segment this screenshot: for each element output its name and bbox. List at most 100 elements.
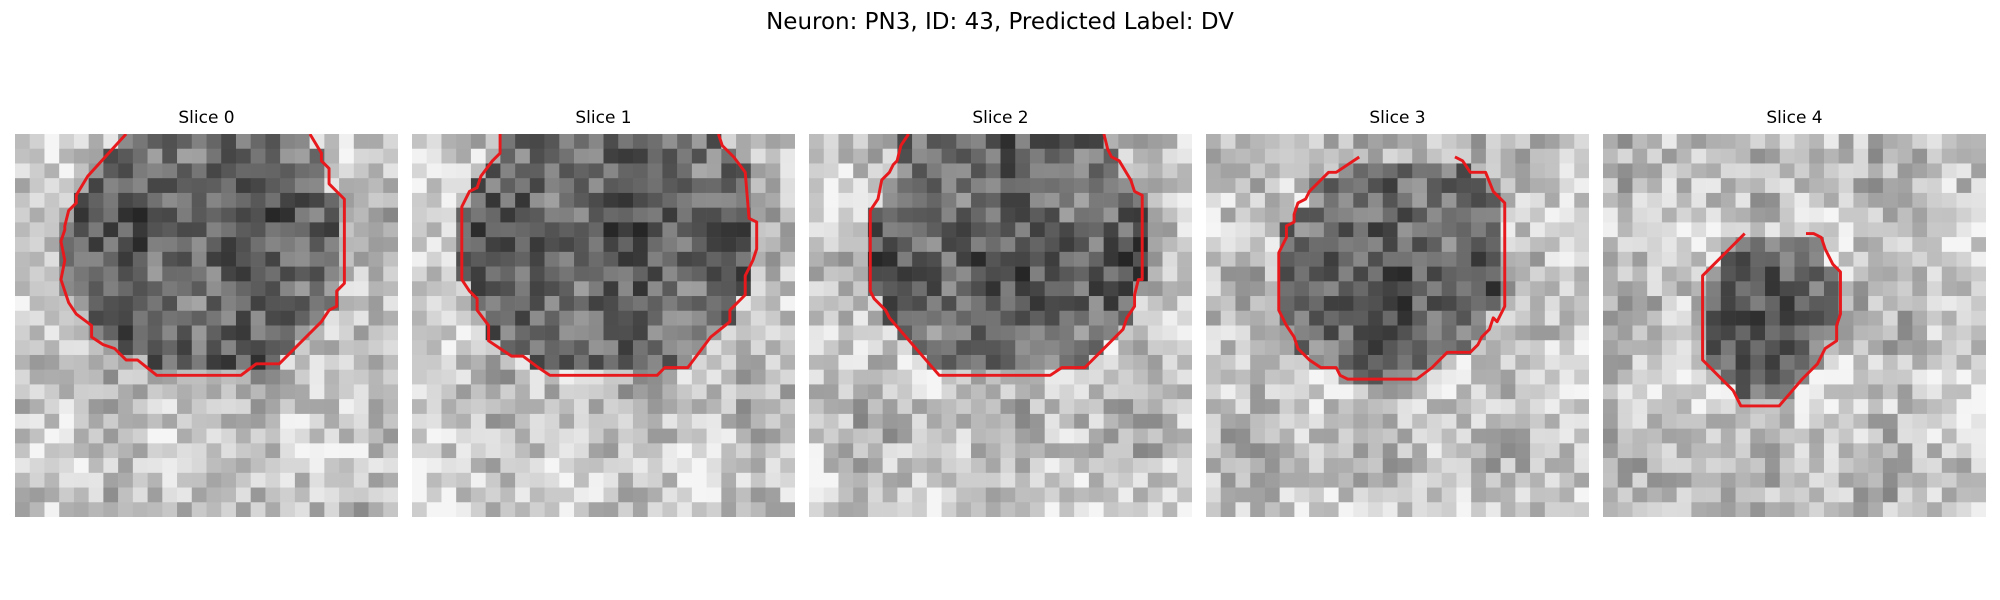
pixel (985, 281, 1001, 297)
pixel (897, 237, 913, 253)
pixel (339, 296, 355, 312)
pixel (235, 266, 251, 282)
pixel (1574, 310, 1589, 326)
pixel (956, 192, 972, 208)
pixel (470, 281, 486, 297)
pixel (1823, 281, 1839, 297)
pixel (280, 163, 296, 179)
pixel (1133, 222, 1149, 238)
pixel (500, 413, 516, 429)
pixel (780, 502, 795, 517)
pixel (662, 369, 678, 385)
pixel (1000, 266, 1016, 282)
pixel (177, 251, 193, 267)
pixel (162, 163, 178, 179)
pixel (574, 325, 590, 341)
pixel (44, 443, 60, 459)
pixel (1294, 207, 1310, 223)
pixel (1838, 296, 1854, 312)
pixel (1471, 251, 1487, 267)
pixel (677, 281, 693, 297)
pixel (1823, 369, 1839, 385)
pixel (162, 251, 178, 267)
pixel (529, 163, 545, 179)
pixel (470, 384, 486, 400)
pixel (647, 237, 663, 253)
pixel (897, 163, 913, 179)
pixel (88, 487, 104, 503)
pixel (235, 472, 251, 488)
pixel (559, 296, 575, 312)
pixel (1632, 340, 1648, 356)
pixel (897, 178, 913, 194)
pixel (1044, 266, 1060, 282)
pixel (1897, 207, 1913, 223)
pixel (1015, 251, 1031, 267)
pixel (838, 413, 854, 429)
pixel (309, 192, 325, 208)
pixel (559, 207, 575, 223)
pixel (1750, 369, 1766, 385)
pixel (691, 340, 707, 356)
pixel (1720, 458, 1736, 474)
pixel (73, 399, 89, 415)
pixel (470, 428, 486, 444)
pixel (1088, 458, 1104, 474)
pixel (1617, 443, 1633, 459)
pixel (59, 384, 75, 400)
pixel (1250, 384, 1266, 400)
pixel (383, 472, 398, 488)
pixel (971, 134, 987, 150)
pixel (647, 251, 663, 267)
pixel (941, 134, 957, 150)
pixel (1500, 163, 1516, 179)
pixel (1412, 443, 1428, 459)
pixel (1015, 296, 1031, 312)
pixel (1897, 251, 1913, 267)
pixel (956, 413, 972, 429)
pixel (544, 148, 560, 164)
pixel (1661, 354, 1677, 370)
pixel (1544, 281, 1560, 297)
pixel (985, 296, 1001, 312)
pixel (1838, 222, 1854, 238)
pixel (294, 207, 310, 223)
pixel (1617, 340, 1633, 356)
pixel (339, 399, 355, 415)
pixel (1515, 281, 1531, 297)
pixel (1617, 163, 1633, 179)
pixel (1515, 340, 1531, 356)
pixel (147, 502, 163, 517)
pixel (1044, 369, 1060, 385)
pixel (941, 472, 957, 488)
pixel (59, 369, 75, 385)
pixel (1647, 310, 1663, 326)
pixel (1559, 369, 1575, 385)
pixel (618, 296, 634, 312)
pixel (691, 428, 707, 444)
pixel (897, 369, 913, 385)
pixel (1118, 458, 1134, 474)
pixel (132, 148, 148, 164)
pixel (985, 487, 1001, 503)
pixel (15, 251, 31, 267)
pixel (1309, 428, 1325, 444)
pixel (1661, 207, 1677, 223)
pixel (1897, 369, 1913, 385)
pixel (1956, 502, 1972, 517)
pixel (1118, 192, 1134, 208)
pixel (1868, 458, 1884, 474)
pixel (191, 399, 207, 415)
pixel (956, 325, 972, 341)
pixel (103, 354, 119, 370)
pixel (1661, 310, 1677, 326)
pixel (1015, 399, 1031, 415)
pixel (485, 472, 501, 488)
pixel (1220, 384, 1236, 400)
pixel (603, 443, 619, 459)
pixel (88, 384, 104, 400)
pixel (470, 399, 486, 415)
pixel (691, 178, 707, 194)
pixel (971, 266, 987, 282)
pixel (368, 207, 384, 223)
